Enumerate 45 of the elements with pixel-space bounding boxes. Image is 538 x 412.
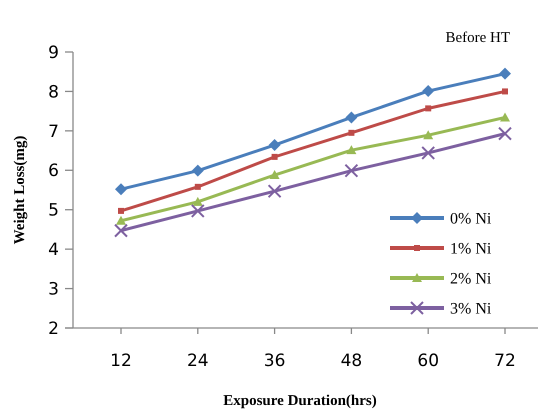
x-tick-label: 36 xyxy=(264,351,286,371)
point xyxy=(192,196,203,206)
x-tick-label: 60 xyxy=(417,351,440,371)
point xyxy=(270,170,280,180)
point xyxy=(115,183,127,196)
point xyxy=(499,68,511,80)
y-axis-title: Weight Loss(mg) xyxy=(12,136,28,244)
point xyxy=(268,139,281,152)
point xyxy=(345,111,358,124)
y-tick-label: 9 xyxy=(48,42,59,63)
x-tick-label: 72 xyxy=(494,351,516,371)
legend-label: 3% Ni xyxy=(450,300,492,318)
point xyxy=(421,146,436,160)
point xyxy=(190,204,205,218)
point xyxy=(425,105,432,112)
point xyxy=(272,154,278,160)
x-tick-label: 12 xyxy=(110,351,132,371)
point xyxy=(502,88,508,94)
y-tick-label: 7 xyxy=(48,122,59,142)
y-tick-label: 4 xyxy=(48,240,59,260)
point xyxy=(116,216,126,225)
point xyxy=(498,126,512,141)
point xyxy=(114,224,128,238)
point xyxy=(348,130,354,136)
point xyxy=(500,112,510,122)
x-axis-title: Exposure Duration(hrs) xyxy=(223,393,377,409)
point xyxy=(422,85,434,98)
legend-label: 2% Ni xyxy=(450,270,492,288)
y-tick-label: 2 xyxy=(48,318,59,339)
point xyxy=(194,184,201,190)
point xyxy=(192,164,204,177)
text: Before HT xyxy=(445,30,510,46)
y-tick-label: 3 xyxy=(48,280,59,300)
point xyxy=(118,208,124,214)
y-tick-label: 5 xyxy=(48,200,59,221)
point xyxy=(423,130,434,140)
y-tick-label: 8 xyxy=(48,82,59,102)
x-tick-label: 24 xyxy=(186,351,209,371)
legend-label: 1% Ni xyxy=(450,240,492,258)
point xyxy=(268,184,282,198)
point xyxy=(344,164,358,178)
legend-label: 0% Ni xyxy=(450,210,492,228)
x-tick-label: 48 xyxy=(340,351,362,371)
point xyxy=(346,145,356,154)
y-tick-label: 6 xyxy=(48,161,59,182)
